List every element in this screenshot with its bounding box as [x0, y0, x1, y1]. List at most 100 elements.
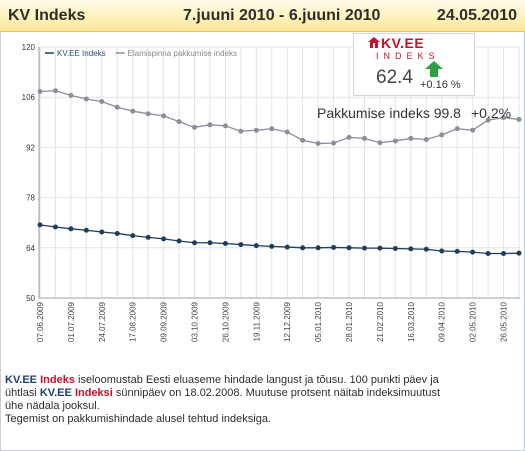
offer-index-series-point — [114, 104, 120, 110]
x-tick-label: 28.01.2010 — [345, 301, 354, 342]
kv-index-series-point — [346, 245, 352, 251]
offer-index-series-point — [269, 126, 275, 132]
kv-index-series-point — [516, 250, 522, 256]
page-title: KV Indeks — [8, 7, 86, 24]
offer-index-series-point — [99, 99, 105, 105]
kv-index-series-point — [114, 230, 120, 236]
footer-line-1: KV.EE Indeks iseloomustab Eesti eluaseme… — [5, 374, 475, 387]
legend-label: KV.EE Indeks — [57, 49, 106, 58]
x-tick-label: 05.01.2010 — [314, 301, 323, 342]
brand-name: KV.EE — [39, 387, 72, 399]
offer-index-series-point — [361, 135, 367, 141]
footer-text: iseloomustab Eesti eluaseme hindade lang… — [74, 374, 439, 386]
badge-subtitle: INDEKS — [376, 51, 440, 61]
kv-index-series-point — [470, 249, 476, 255]
x-tick-label: 02.05.2010 — [469, 301, 478, 342]
offer-index-series-point — [207, 122, 213, 128]
offer-index-series-point — [284, 129, 290, 135]
kv-index-series-point — [37, 222, 43, 228]
offer-index-series-point — [222, 123, 228, 129]
offer-index-series-point — [145, 111, 151, 117]
kv-index-series-point — [192, 240, 198, 246]
offer-index-series-point — [346, 134, 352, 140]
offer-index-series-point — [37, 88, 43, 94]
offer-index-label: Pakkumise indeks 99.8 +0.2% — [317, 105, 521, 121]
kv-index-series-point — [284, 244, 290, 250]
brand-word: Indeksi — [74, 387, 113, 399]
offer-index-series-point — [392, 138, 398, 144]
house-logo-icon — [368, 37, 380, 48]
offer-index-change: +0.2% — [470, 105, 512, 121]
x-tick-label: 17.08.2009 — [129, 301, 138, 342]
header-bar: KV Indeks 7.juuni 2010 - 6.juuni 2010 24… — [0, 0, 525, 32]
offer-index-series-point — [192, 124, 198, 130]
offer-index-series-point — [68, 92, 74, 98]
date-range: 7.juuni 2010 - 6.juuni 2010 — [183, 7, 381, 24]
badge-index-value: 62.4 — [376, 67, 413, 88]
x-tick-label: 09.04.2010 — [438, 301, 447, 342]
y-tick-label: 78 — [26, 194, 35, 203]
x-tick-label: 19.11.2009 — [252, 301, 261, 341]
kv-index-series-point — [331, 244, 337, 250]
kv-index-series-point — [423, 246, 429, 252]
offer-index-series-point — [423, 137, 429, 143]
y-tick-label: 106 — [22, 93, 36, 102]
y-tick-label: 120 — [22, 43, 36, 52]
offer-index-series-point — [485, 117, 491, 123]
kv-index-series-point — [68, 226, 74, 232]
x-tick-label: 26.05.2010 — [500, 301, 509, 342]
badge-change-percent: +0.16 % — [420, 79, 461, 91]
index-line-chart: 50 64 78 92 106 120 07.06.2009 01.07.2009 24.07.… — [22, 43, 522, 342]
offer-index-series-point — [52, 88, 58, 94]
footer-line-3: ühe nädala jooksul. — [5, 400, 100, 412]
up-arrow-icon — [425, 61, 443, 77]
offer-index-series-point — [238, 128, 244, 134]
y-tick-label: 92 — [26, 143, 35, 152]
offer-index-value: Pakkumise indeks 99.8 — [317, 105, 461, 121]
x-tick-label: 12.12.2009 — [283, 301, 292, 342]
kv-index-series-point — [501, 251, 507, 257]
kv-index-series-point — [222, 240, 228, 246]
brand-word: Indeks — [40, 374, 75, 386]
footer-prefix: ühtlasi — [5, 387, 40, 399]
kv-index-series-point — [83, 227, 89, 233]
footer-line-4: Tegemist on pakkumishindade alusel tehtu… — [5, 413, 271, 425]
kv-index-series-point — [361, 245, 367, 251]
footer-line-2: ühtlasi KV.EE Indeksi sünnipäev on 18.02… — [5, 387, 475, 400]
offer-index-series-point — [501, 115, 507, 121]
badge-brand: KV.EE — [381, 35, 425, 51]
offer-index-series-point — [439, 132, 445, 138]
x-tick-label: 03.10.2009 — [191, 301, 200, 342]
kv-index-series-point — [377, 245, 383, 251]
offer-index-series-point — [470, 127, 476, 133]
brand-name: KV.EE — [5, 374, 38, 386]
offer-index-series-point — [331, 140, 337, 146]
kv-index-series-point — [454, 248, 460, 254]
kv-index-series-point — [315, 245, 321, 251]
kv-index-series-point — [485, 251, 491, 257]
kv-index-badge[interactable]: KV.EE INDEKS 62.4 +0.16 % — [353, 33, 475, 96]
kv-index-series-point — [145, 234, 151, 240]
kv-index-series-point — [269, 243, 275, 249]
kv-index-series-point — [439, 248, 445, 254]
kv-index-series-point — [130, 233, 136, 239]
x-tick-label: 26.10.2009 — [221, 301, 230, 342]
offer-index-series-point — [176, 119, 182, 125]
x-tick-label: 07.06.2009 — [36, 301, 45, 342]
x-tick-label: 21.02.2010 — [376, 301, 385, 342]
kv-index-series-point — [176, 238, 182, 244]
kv-index-series-point — [253, 243, 259, 249]
y-tick-label: 50 — [26, 294, 35, 303]
kv-index-series-point — [408, 246, 414, 252]
offer-index-series-point — [130, 108, 136, 114]
kv-index-series-point — [392, 246, 398, 252]
offer-index-series-point — [83, 96, 89, 102]
offer-index-series-point — [377, 140, 383, 146]
description-text: KV.EE Indeks iseloomustab Eesti eluaseme… — [5, 374, 475, 426]
y-tick-label: 64 — [26, 244, 35, 253]
x-tick-label: 16.03.2010 — [407, 301, 416, 342]
kv-index-series-point — [300, 245, 306, 251]
kv-index-series-line — [39, 224, 520, 255]
offer-index-series-point — [408, 135, 414, 141]
offer-index-series-point — [300, 137, 306, 143]
